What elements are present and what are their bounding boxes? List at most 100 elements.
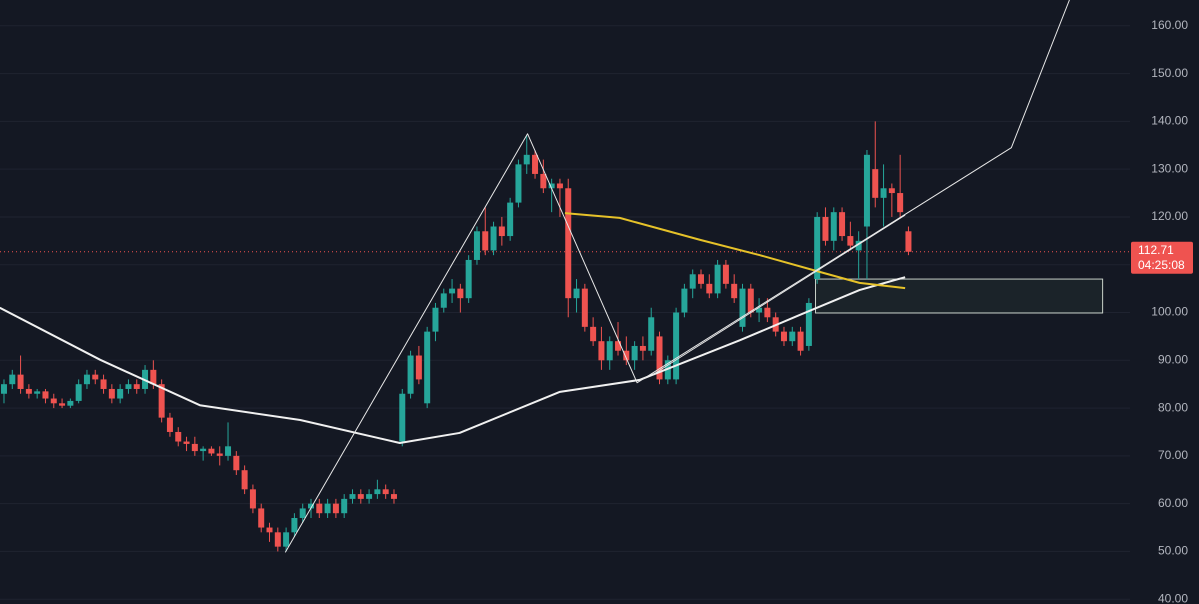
candle-body — [291, 517, 298, 533]
candle-body — [374, 489, 381, 495]
candle-body — [83, 374, 90, 385]
candle-body — [863, 154, 870, 227]
candle-body — [208, 448, 215, 454]
candle-body — [117, 388, 124, 399]
y-tick-label: 130.00 — [1151, 161, 1188, 175]
candle-body — [125, 384, 132, 389]
candle-body — [606, 341, 613, 361]
price-tag — [1131, 241, 1193, 274]
candle-body — [731, 283, 738, 299]
candle-body — [341, 498, 348, 514]
candle-body — [548, 183, 555, 189]
candle-body — [805, 302, 812, 346]
candle-body — [905, 231, 912, 252]
candle-body — [100, 379, 107, 389]
candle-body — [631, 345, 638, 361]
candle-body — [191, 443, 198, 452]
candle-body — [515, 164, 522, 203]
y-tick-label: 80.00 — [1158, 400, 1188, 414]
countdown-label: 04:25:08 — [1138, 258, 1185, 272]
candle-body — [747, 288, 754, 313]
candle-body — [830, 212, 837, 241]
candle-body — [872, 169, 879, 198]
candle-body — [673, 312, 680, 380]
candle-body — [25, 388, 32, 394]
candle-body — [482, 231, 489, 251]
candle-body — [888, 188, 895, 194]
y-tick-label: 150.00 — [1151, 66, 1188, 80]
candle-body — [847, 236, 854, 246]
candle-body — [473, 231, 480, 260]
candle-body — [880, 188, 887, 198]
candle-body — [308, 503, 315, 509]
candle-body — [814, 216, 821, 280]
candle-body — [780, 331, 787, 342]
candle-body — [498, 226, 505, 237]
overlay-line — [564, 212, 906, 290]
candle-body — [0, 384, 7, 394]
overlay-line — [651, 214, 906, 376]
candle-body — [258, 508, 265, 528]
candle-body — [357, 494, 364, 499]
candle-body — [581, 288, 588, 327]
candle-body — [150, 369, 157, 385]
candle-body — [756, 307, 763, 313]
candle-body — [822, 216, 829, 241]
candle-body — [382, 489, 389, 495]
y-tick-label: 160.00 — [1151, 18, 1188, 32]
candle-body — [349, 494, 356, 499]
candle-body — [457, 288, 464, 299]
y-tick-label: 90.00 — [1158, 352, 1188, 366]
last-price-label: 112.71 — [1138, 243, 1174, 257]
candle-body — [490, 226, 497, 251]
overlay-line — [0, 276, 906, 444]
candle-body — [249, 489, 256, 509]
candle-body — [664, 360, 671, 380]
candle-body — [175, 431, 182, 442]
candle-body — [839, 212, 846, 237]
candle-body — [75, 384, 82, 401]
candle-body — [233, 455, 240, 471]
candle-body — [241, 470, 248, 490]
candle-body — [183, 441, 190, 444]
candle-body — [706, 283, 713, 294]
candle-body — [274, 532, 281, 547]
candle-body — [316, 503, 323, 514]
candle-body — [9, 374, 16, 385]
candle-body — [565, 188, 572, 299]
candle-body — [449, 288, 456, 294]
candle-body — [108, 388, 115, 399]
candle-body — [390, 494, 397, 499]
candle-body — [540, 173, 547, 189]
candle-body — [722, 264, 729, 284]
candle-body — [266, 527, 273, 533]
candle-body — [507, 202, 514, 237]
candle-body — [573, 288, 580, 299]
candle-body — [590, 326, 597, 342]
candle-body — [283, 532, 290, 547]
candle-body — [689, 274, 696, 289]
candle-body — [855, 240, 862, 251]
candle-body — [523, 154, 530, 165]
candle-body — [133, 384, 140, 389]
candle-body — [324, 503, 331, 514]
candle-body — [739, 288, 746, 327]
candle-body — [598, 341, 605, 361]
candle-body — [797, 331, 804, 351]
candle-body — [17, 374, 24, 389]
y-tick-label: 70.00 — [1158, 448, 1188, 462]
candle-body — [698, 274, 705, 284]
candle-body — [399, 393, 406, 442]
candle-body — [415, 355, 422, 380]
y-tick-label: 100.00 — [1151, 305, 1188, 319]
candle-body — [216, 453, 223, 456]
candle-body — [92, 374, 99, 380]
candle-body — [366, 494, 373, 499]
candle-body — [714, 264, 721, 294]
candle-body — [440, 293, 447, 308]
candle-body — [424, 331, 431, 404]
candle-body — [59, 403, 66, 406]
candle-body — [158, 384, 165, 418]
candle-body — [407, 355, 414, 394]
candle-body — [764, 307, 771, 318]
